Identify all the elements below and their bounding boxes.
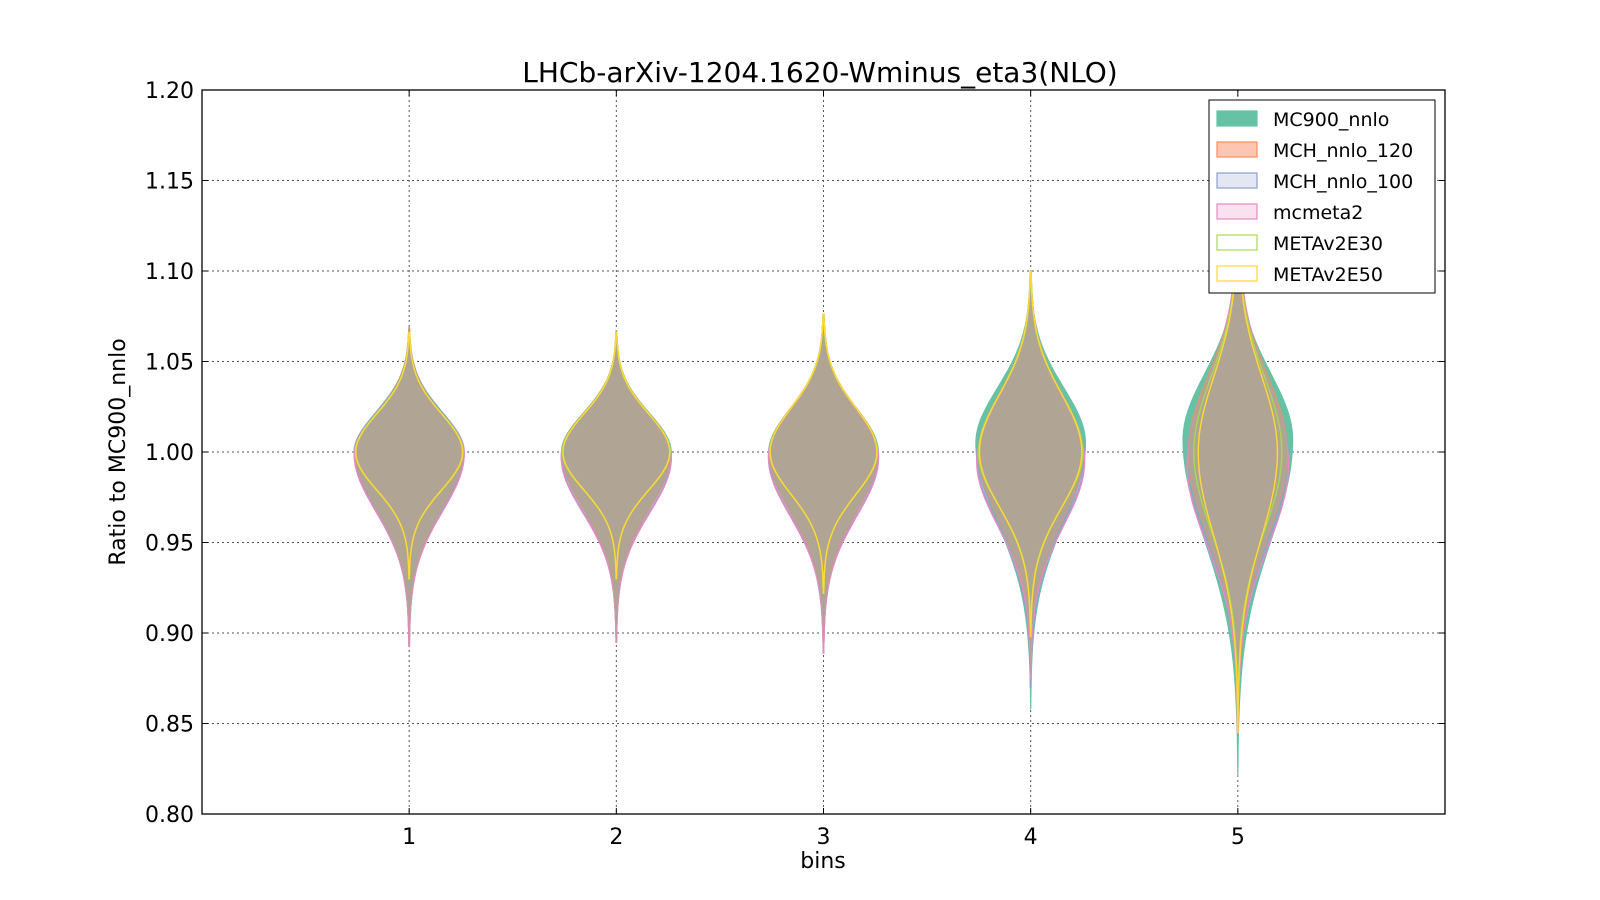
legend-label: MCH_nnlo_100 <box>1273 171 1413 193</box>
legend-swatch <box>1216 110 1258 127</box>
violin-overlap-bin-4 <box>978 271 1083 679</box>
x-tick-label: 1 <box>402 825 416 850</box>
violin-overlap-bin-5 <box>1188 216 1288 733</box>
legend-label: MCH_nnlo_120 <box>1273 140 1413 162</box>
legend: MC900_nnlo MCH_nnlo_120 MCH_nnlo_100mcmeta… <box>1208 99 1436 294</box>
y-tick-label: 0.85 <box>145 713 194 738</box>
y-tick-label: 1.20 <box>145 79 194 104</box>
legend-swatch <box>1216 172 1258 189</box>
legend-swatch <box>1216 234 1258 251</box>
legend-label: METAv2E50 <box>1273 264 1383 286</box>
x-tick-label: 5 <box>1231 825 1245 850</box>
y-tick-label: 1.05 <box>145 351 194 376</box>
y-tick-label: 0.80 <box>145 803 194 828</box>
x-tick-label: 2 <box>609 825 623 850</box>
violin-METAv2E50-bin-3 <box>769 313 878 594</box>
legend-label: METAv2E30 <box>1273 233 1383 255</box>
chart-title: LHCb-arXiv-1204.1620-Wminus_eta3(NLO) <box>522 56 1117 89</box>
violin-overlap-bin-3 <box>769 314 878 653</box>
violin-METAv2E50-bin-2 <box>562 331 671 580</box>
legend-label: mcmeta2 <box>1273 202 1363 224</box>
y-tick-label: 1.15 <box>145 170 194 195</box>
x-tick-label: 4 <box>1024 825 1038 850</box>
y-tick-label: 0.95 <box>145 532 194 557</box>
legend-label: MC900_nnlo <box>1273 109 1389 131</box>
legend-swatch <box>1216 265 1258 282</box>
x-tick-label: 3 <box>817 825 831 850</box>
legend-box <box>1208 99 1436 294</box>
y-axis-label: Ratio to MC900_nnlo <box>106 338 131 565</box>
legend-swatch <box>1216 141 1258 158</box>
legend-swatch <box>1216 203 1258 220</box>
y-tick-label: 1.00 <box>145 441 194 466</box>
y-tick-label: 1.10 <box>145 260 194 285</box>
violin-METAv2E50-bin-4 <box>978 270 1083 638</box>
violin-overlap-bin-2 <box>562 332 671 642</box>
violins <box>353 206 1294 777</box>
y-tick-label: 0.90 <box>145 622 194 647</box>
x-axis-label: bins <box>800 849 845 874</box>
axis-ticks: 1 2 3 4 5 0.80 0.85 0.90 0.95 1.00 1.05 1.10 1.15 1.2… <box>145 79 1445 850</box>
violin-METAv2E50-bin-1 <box>355 331 464 580</box>
